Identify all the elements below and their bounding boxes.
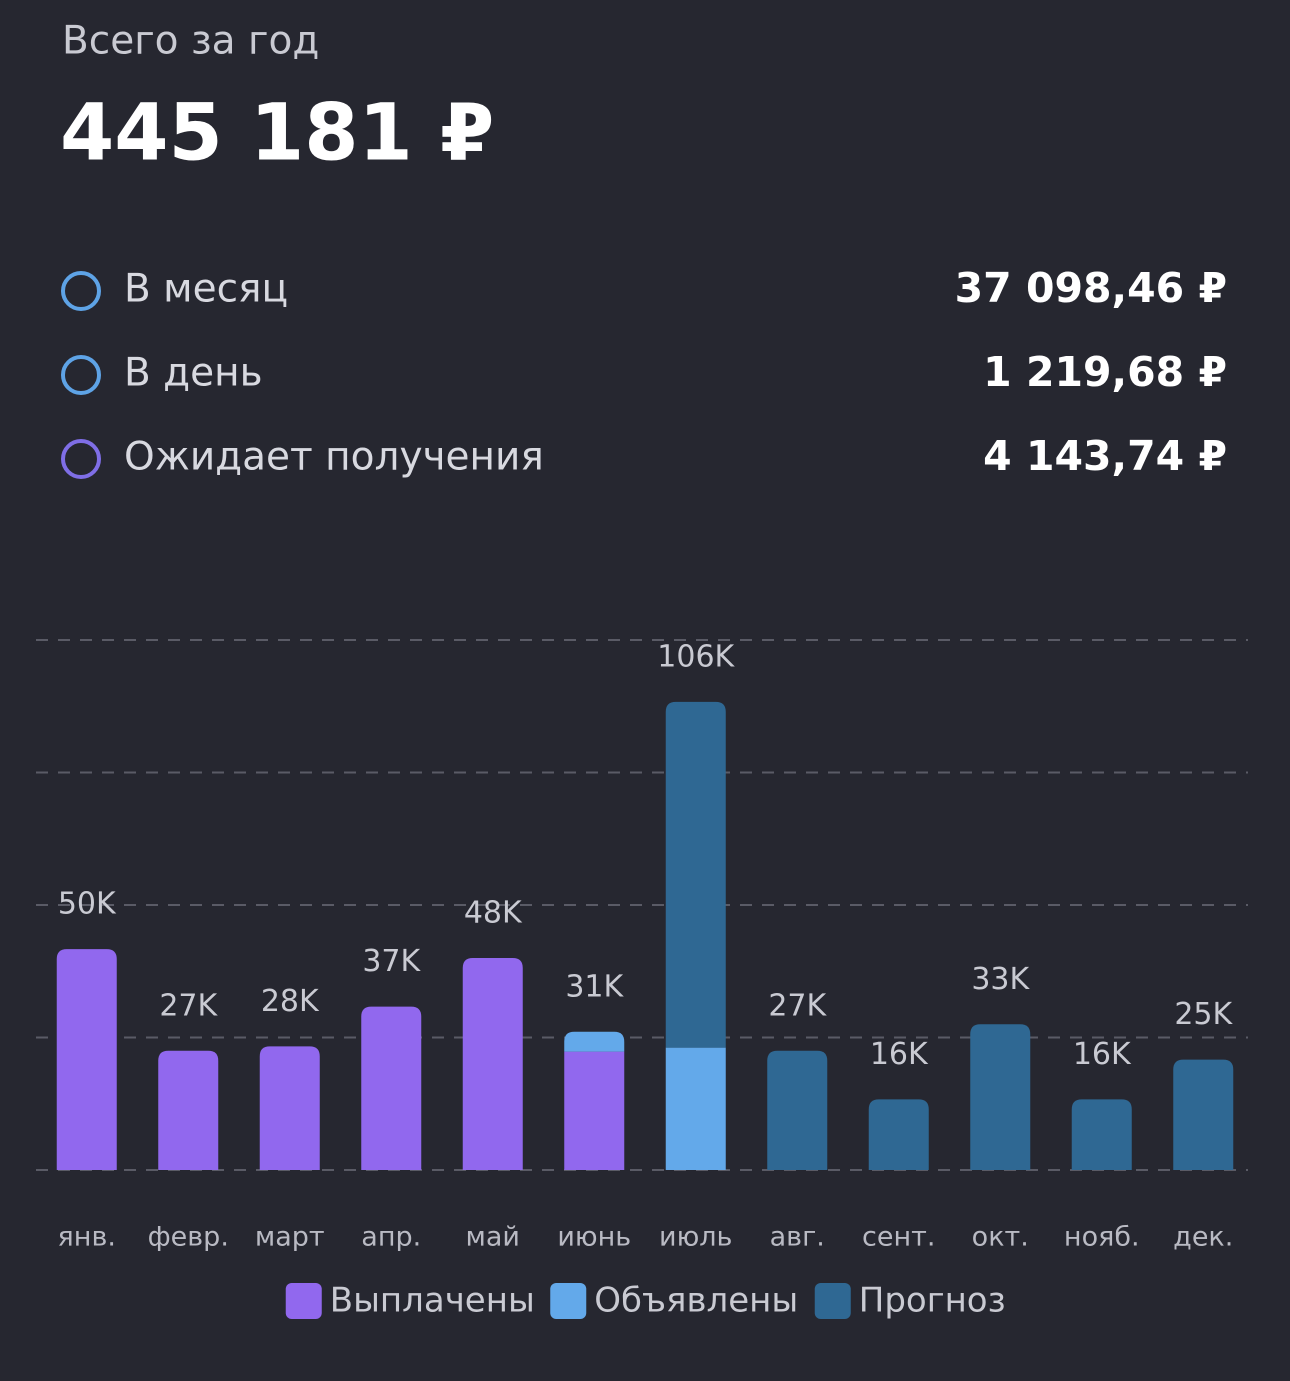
bar-segment — [868, 1099, 929, 1170]
row-value: 4 143,74 ₽ — [983, 432, 1227, 480]
value-label: 50K — [58, 887, 117, 922]
value-label: 27K — [159, 988, 218, 1023]
value-label: 28K — [261, 984, 320, 1019]
x-tick-label: апр. — [361, 1222, 421, 1253]
bar-segment — [361, 1006, 422, 1170]
legend-swatch — [285, 1283, 322, 1319]
row-value: 1 219,68 ₽ — [983, 348, 1227, 396]
x-tick-label: июль — [659, 1222, 732, 1253]
title: Всего за год — [62, 19, 319, 64]
bar-segment — [665, 701, 726, 1048]
row-icon — [61, 355, 101, 395]
row-label: В день — [124, 351, 263, 396]
value-label: 27K — [768, 988, 827, 1023]
x-tick-label: март — [255, 1222, 325, 1253]
bar-segment — [970, 1024, 1031, 1170]
legend-label: Прогноз — [859, 1281, 1006, 1321]
total: 445 181 ₽ — [60, 88, 494, 178]
value-label: 48K — [464, 896, 523, 931]
bar-segment — [1173, 1059, 1234, 1170]
legend-label: Выплачены — [330, 1281, 535, 1321]
bar-segment — [259, 1046, 320, 1170]
bar-segment — [1071, 1099, 1132, 1170]
value-label: 25K — [1174, 997, 1233, 1032]
bar-segment — [462, 958, 523, 1170]
x-tick-label: янв. — [58, 1222, 116, 1253]
legend-swatch — [814, 1283, 851, 1319]
value-label: 16K — [1073, 1037, 1132, 1072]
row-icon — [61, 439, 101, 479]
row-icon — [61, 271, 101, 311]
x-tick-label: авг. — [770, 1222, 825, 1253]
bar-segment — [767, 1050, 828, 1170]
x-tick-label: окт. — [972, 1222, 1029, 1253]
x-tick-label: дек. — [1173, 1222, 1233, 1253]
value-label: 33K — [971, 962, 1030, 997]
bar-segment — [564, 1031, 625, 1052]
value-label: 31K — [565, 969, 624, 1004]
row-value: 37 098,46 ₽ — [955, 264, 1227, 312]
legend-swatch — [550, 1283, 587, 1319]
bar-segment — [564, 1051, 625, 1170]
value-label: 37K — [362, 944, 421, 979]
x-tick-label: июнь — [557, 1222, 631, 1253]
value-label: 16K — [870, 1037, 929, 1072]
bar-segment — [158, 1050, 219, 1170]
row-label: В месяц — [124, 267, 288, 312]
legend-label: Объявлены — [594, 1281, 798, 1321]
value-label: 106K — [657, 639, 735, 674]
x-tick-label: нояб. — [1064, 1222, 1140, 1253]
row-label: Ожидает получения — [124, 435, 544, 480]
x-tick-label: февр. — [148, 1222, 229, 1253]
x-tick-label: сент. — [862, 1222, 935, 1253]
bar-segment — [665, 1047, 726, 1170]
bar-segment — [56, 949, 117, 1170]
x-tick-label: май — [466, 1222, 520, 1253]
